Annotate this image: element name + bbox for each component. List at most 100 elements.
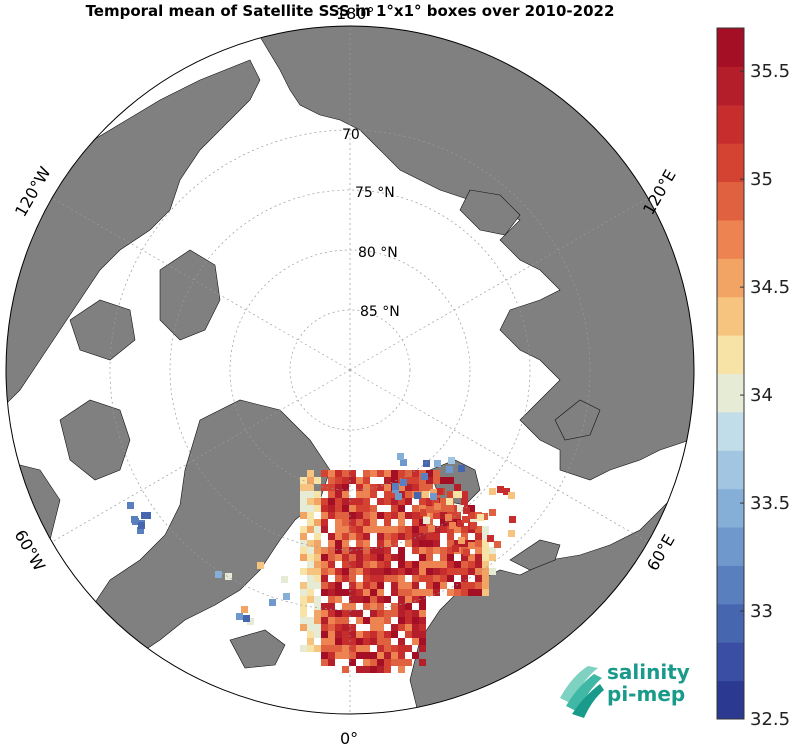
logo-text-pi-mep: pi-mep: [607, 682, 686, 706]
sss-cell: [384, 554, 391, 561]
sss-cell: [370, 575, 377, 582]
sss-cell: [398, 596, 405, 603]
sss-cell: [412, 575, 419, 582]
sss-cell: [335, 617, 342, 624]
sss-cell: [342, 519, 349, 526]
colorbar-tick-label: 33: [750, 601, 773, 622]
sss-cell: [468, 512, 475, 519]
sss-cell: [356, 589, 363, 596]
sss-cell: [349, 596, 356, 603]
land-victoria: [69, 299, 136, 361]
sss-cell: [405, 596, 412, 603]
sss-cell: [398, 561, 405, 568]
sss-cell: [300, 617, 307, 624]
sss-cell: [405, 540, 412, 547]
sss-cell: [391, 631, 398, 638]
sss-cell: [377, 589, 384, 596]
sss-cell: [307, 561, 314, 568]
sss-cell: [300, 596, 307, 603]
sss-cell: [398, 526, 405, 533]
sss-cell: [391, 533, 398, 540]
sss-cell: [448, 457, 455, 464]
sss-cell: [321, 519, 328, 526]
sss-cell: [342, 491, 349, 498]
sss-cell: [392, 483, 399, 490]
sss-cell: [405, 470, 412, 477]
sss-cell: [398, 470, 405, 477]
sss-cell: [314, 624, 321, 631]
sss-cell: [363, 659, 370, 666]
sss-cell: [307, 596, 314, 603]
sss-cell: [328, 477, 335, 484]
sss-cell: [419, 596, 426, 603]
sss-cell: [349, 582, 356, 589]
sss-cell: [384, 666, 391, 673]
sss-cell: [356, 631, 363, 638]
sss-cell: [377, 470, 384, 477]
sss-cell: [335, 624, 342, 631]
sss-cell: [314, 498, 321, 505]
colorbar-tick-label: 34.5: [750, 277, 790, 298]
sss-cell: [300, 610, 307, 617]
sss-cell: [363, 498, 370, 505]
sss-cell: [328, 547, 335, 554]
sss-cell: [363, 603, 370, 610]
sss-cell: [363, 645, 370, 652]
sss-cell: [422, 491, 429, 498]
sss-cell: [314, 582, 321, 589]
sss-cell: [370, 631, 377, 638]
sss-cell: [412, 617, 419, 624]
sss-cell: [328, 603, 335, 610]
sss-cell: [391, 589, 398, 596]
sss-cell: [321, 554, 328, 561]
sss-cell: [363, 561, 370, 568]
land-kola: [509, 539, 561, 571]
sss-cell: [349, 575, 356, 582]
sss-cell: [419, 498, 426, 505]
sss-cell: [236, 613, 243, 620]
sss-cell: [328, 470, 335, 477]
sss-cell: [489, 488, 496, 495]
sss-cell: [300, 491, 307, 498]
sss-cell: [307, 645, 314, 652]
sss-cell: [342, 505, 349, 512]
sss-cell: [349, 505, 356, 512]
sss-cell: [349, 512, 356, 519]
colorbar-tick-label: 32.5: [750, 709, 790, 730]
sss-cell: [457, 520, 464, 527]
sss-cell: [391, 645, 398, 652]
sss-cell: [363, 596, 370, 603]
sss-cell: [370, 596, 377, 603]
sss-cell: [468, 554, 475, 561]
sss-cell: [307, 638, 314, 645]
sss-cell: [328, 617, 335, 624]
sss-cell: [307, 624, 314, 631]
colorbar-segment: [717, 296, 744, 336]
sss-cell: [370, 547, 377, 554]
sss-cell: [414, 492, 421, 499]
sss-cell: [445, 514, 452, 521]
sss-cell: [391, 498, 398, 505]
sss-cell: [391, 477, 398, 484]
sss-cell: [433, 561, 440, 568]
sss-cell: [314, 631, 321, 638]
sss-cell: [370, 582, 377, 589]
sss-cell: [482, 568, 489, 575]
sss-cell: [314, 533, 321, 540]
sss-cell: [314, 554, 321, 561]
sss-cell: [446, 498, 453, 505]
sss-cell: [342, 484, 349, 491]
sss-cell: [300, 645, 307, 652]
sss-cell: [314, 575, 321, 582]
sss-cell: [342, 554, 349, 561]
sss-cell: [475, 526, 482, 533]
sss-cell: [349, 498, 356, 505]
sss-cell: [328, 498, 335, 505]
sss-cell: [454, 540, 461, 547]
sss-cell: [314, 568, 321, 575]
sss-cell: [342, 561, 349, 568]
sss-cell: [458, 537, 465, 544]
sss-cell: [398, 617, 405, 624]
sss-cell: [321, 617, 328, 624]
sss-cell: [405, 512, 412, 519]
